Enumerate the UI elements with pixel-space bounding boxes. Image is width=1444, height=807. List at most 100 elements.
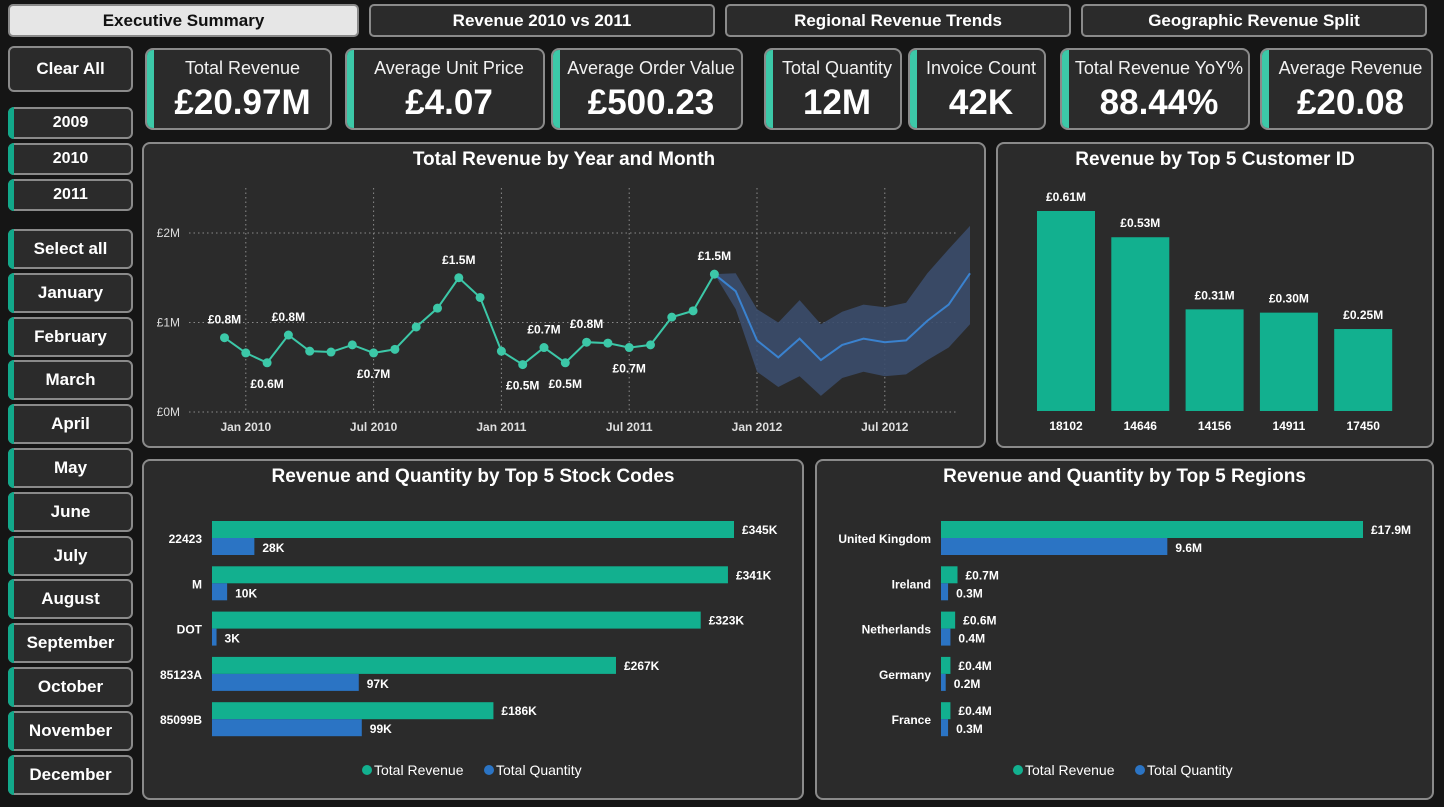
revenue-bar <box>212 566 728 584</box>
customer-id-label: 14156 <box>1198 419 1232 433</box>
tab-regional-revenue-trends[interactable]: Regional Revenue Trends <box>725 4 1071 37</box>
x-tick-label: Jan 2011 <box>476 420 526 434</box>
kpi-card-invoice-count: Invoice Count 42K <box>908 48 1046 130</box>
legend-quantity-label: Total Quantity <box>496 762 582 778</box>
chart-title: Revenue by Top 5 Customer ID <box>1075 149 1355 170</box>
category-label: Germany <box>879 668 931 682</box>
tab-executive-summary[interactable]: Executive Summary <box>8 4 359 37</box>
revenue-bar <box>941 702 951 720</box>
month-label: August <box>41 589 100 609</box>
month-option-september[interactable]: September <box>8 623 133 664</box>
category-label: 85099B <box>160 713 202 727</box>
data-point <box>603 338 613 348</box>
slicer-accent <box>8 710 14 751</box>
month-option-october[interactable]: October <box>8 667 133 707</box>
month-option-november[interactable]: November <box>8 710 133 751</box>
month-option-december[interactable]: December <box>8 754 133 795</box>
x-tick-label: Jul 2011 <box>606 420 653 434</box>
kpi-label: Total Quantity <box>781 58 893 78</box>
month-label: November <box>28 720 113 740</box>
quantity-value-label: 10K <box>235 586 257 600</box>
data-point <box>241 348 251 358</box>
month-option-february[interactable]: February <box>8 316 133 357</box>
kpi-card-total-revenue: Total Revenue £20.97M <box>145 48 332 130</box>
clear-all-button[interactable]: Clear All <box>8 46 133 92</box>
slicer-accent <box>8 272 14 313</box>
category-label: United Kingdom <box>838 532 931 546</box>
quantity-bar <box>941 673 946 691</box>
data-point <box>347 340 357 350</box>
data-point <box>667 312 677 322</box>
kpi-card-average-order-value: Average Order Value £500.23 <box>551 48 743 130</box>
month-option-july[interactable]: July <box>8 535 133 576</box>
data-point <box>582 337 592 347</box>
month-label: December <box>29 764 112 784</box>
chart-title: Revenue and Quantity by Top 5 Regions <box>943 466 1306 487</box>
kpi-accent <box>910 50 917 128</box>
slicer-accent <box>8 143 14 175</box>
year-option-2010[interactable]: 2010 <box>8 143 133 175</box>
quantity-value-label: 3K <box>225 632 241 646</box>
quantity-value-label: 0.3M <box>956 722 983 736</box>
year-option-2009[interactable]: 2009 <box>8 107 133 139</box>
revenue-bar <box>941 521 1363 538</box>
category-label: 22423 <box>169 532 203 546</box>
month-option-select-all[interactable]: Select all <box>8 229 133 269</box>
data-label: £0.5M <box>549 377 582 391</box>
quantity-bar <box>212 673 359 691</box>
month-option-august[interactable]: August <box>8 579 133 620</box>
legend-revenue-marker <box>362 765 372 775</box>
chart-title: Total Revenue by Year and Month <box>412 149 716 170</box>
month-option-march[interactable]: March <box>8 360 133 401</box>
x-tick-label: Jan 2010 <box>220 420 271 434</box>
year-option-2011[interactable]: 2011 <box>8 179 133 211</box>
kpi-accent <box>1062 50 1069 128</box>
customer-id-label: 17450 <box>1347 419 1381 433</box>
customer-bar <box>1259 312 1318 411</box>
month-option-january[interactable]: January <box>8 272 133 313</box>
month-option-april[interactable]: April <box>8 404 133 445</box>
data-point <box>326 347 336 357</box>
bar-value-label: £0.25M <box>1343 308 1383 322</box>
x-tick-label: Jul 2010 <box>350 420 398 434</box>
quantity-value-label: 99K <box>370 722 392 736</box>
quantity-bar <box>941 628 951 646</box>
month-label: Select all <box>33 239 108 258</box>
quantity-value-label: 0.3M <box>956 586 983 600</box>
quantity-bar <box>941 583 949 601</box>
data-label: £0.5M <box>506 379 539 393</box>
data-label: £1.5M <box>442 253 475 267</box>
data-point <box>411 322 421 332</box>
year-label: 2010 <box>52 150 89 167</box>
month-label: January <box>37 282 104 302</box>
kpi-accent <box>766 50 773 128</box>
data-point <box>646 340 655 350</box>
customer-bar <box>1111 237 1170 411</box>
data-point <box>369 348 379 358</box>
data-label: £0.8M <box>272 310 305 324</box>
stock-codes-bar-chart: £345K 28K 22423 £341K 10K M £323K 3K DOT £267K 97K… <box>160 521 778 778</box>
tab-geographic-revenue-split[interactable]: Geographic Revenue Split <box>1081 4 1427 37</box>
category-label: DOT <box>177 623 203 637</box>
data-point <box>305 346 315 356</box>
data-label: £0.8M <box>570 317 603 331</box>
revenue-bar <box>941 656 951 674</box>
data-point <box>496 346 506 356</box>
data-point <box>624 343 634 353</box>
month-label: February <box>34 326 107 346</box>
data-point <box>220 333 229 343</box>
data-point <box>390 344 400 354</box>
legend-revenue-marker <box>1013 765 1023 775</box>
month-option-may[interactable]: May <box>8 448 133 488</box>
x-tick-label: Jan 2012 <box>732 420 783 434</box>
quantity-bar <box>941 719 949 737</box>
tab-revenue-2010-vs-2011[interactable]: Revenue 2010 vs 2011 <box>369 4 715 37</box>
slicer-accent <box>8 491 14 532</box>
forecast-line <box>713 272 971 362</box>
kpi-card-average-revenue: Average Revenue £20.08 <box>1260 48 1433 130</box>
data-point <box>518 360 528 370</box>
slicer-accent <box>8 316 14 357</box>
legend-revenue-label: Total Revenue <box>1025 762 1115 778</box>
quantity-value-label: 28K <box>262 541 284 555</box>
month-option-june[interactable]: June <box>8 491 133 532</box>
